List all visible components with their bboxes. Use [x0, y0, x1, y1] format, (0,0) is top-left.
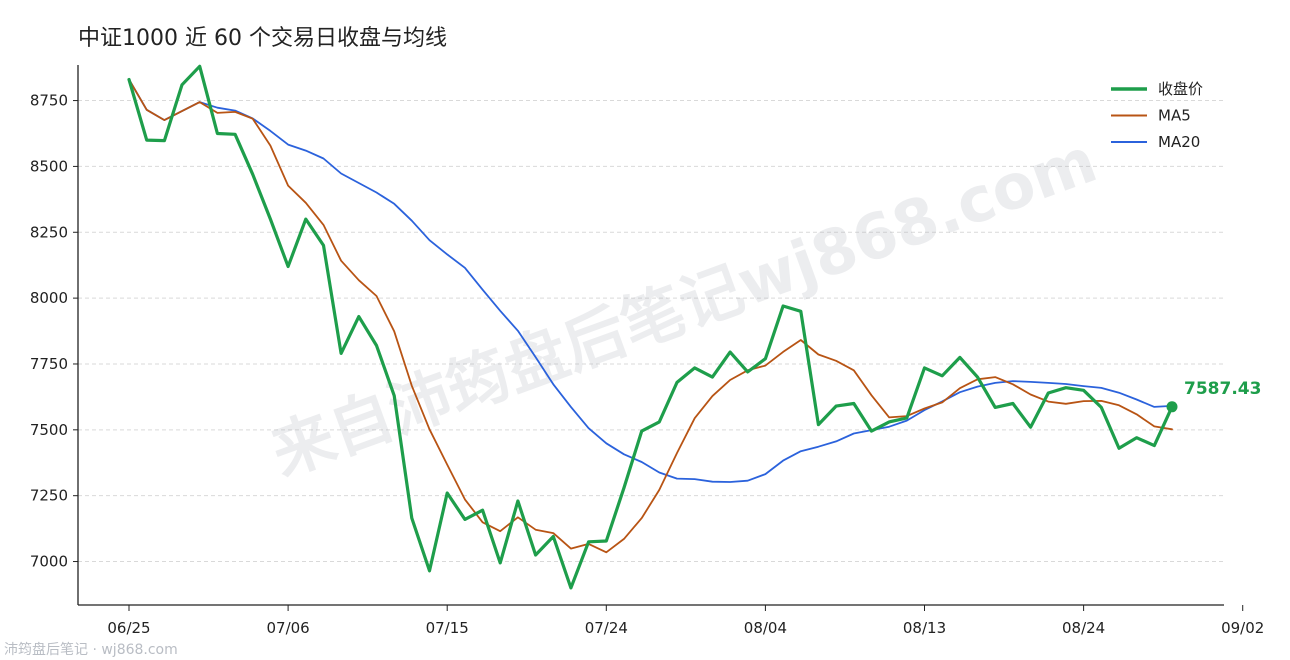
close-price-line — [127, 64, 1174, 590]
y-tick-label: 8500 — [30, 157, 68, 175]
footer-watermark: 沛筠盘后笔记 · wj868.com — [4, 641, 178, 658]
y-tick-label: 8750 — [30, 92, 68, 110]
x-tick-label: 08/04 — [744, 619, 787, 637]
x-tick-label: 07/06 — [266, 619, 309, 637]
series-lines — [127, 64, 1174, 590]
legend-item-close-label: 收盘价 — [1158, 80, 1203, 98]
x-tick-label: 08/13 — [903, 619, 946, 637]
chart-title: 中证1000 近 60 个交易日收盘与均线 — [78, 26, 447, 51]
last-point-marker — [1166, 401, 1178, 413]
x-tick-label: 08/24 — [1062, 619, 1105, 637]
y-tick-label: 8000 — [30, 289, 68, 307]
last-value-label: 7587.43 — [1184, 379, 1261, 399]
x-tick-label: 07/15 — [426, 619, 469, 637]
x-ticks: 06/25 07/06 07/15 07/24 08/04 08/13 08/24 09/02… — [107, 605, 1264, 637]
x-tick-label: 06/25 — [107, 619, 150, 637]
y-tick-label: 7000 — [30, 553, 68, 571]
legend-item-ma5-label: MA5 — [1158, 107, 1191, 125]
x-tick-label: 09/02 — [1221, 619, 1264, 637]
grid — [78, 100, 1224, 563]
ma20-line — [128, 78, 1173, 483]
legend-item-ma20-label: MA20 — [1158, 133, 1200, 151]
y-tick-label: 7500 — [30, 421, 68, 439]
y-tick-label: 7250 — [30, 487, 68, 505]
y-tick-label: 7750 — [30, 355, 68, 373]
x-tick-label: 07/24 — [585, 619, 628, 637]
y-tick-label: 8250 — [30, 223, 68, 241]
axes — [77, 65, 1224, 606]
watermark: 来自沛筠盘后笔记wj868.com — [262, 123, 1106, 490]
legend: 收盘价 MA5 MA20 — [1111, 80, 1203, 151]
ma5-line — [128, 78, 1173, 554]
y-ticks: 7000 7250 7500 7750 8000 8250 8500 8750 — [30, 92, 78, 571]
